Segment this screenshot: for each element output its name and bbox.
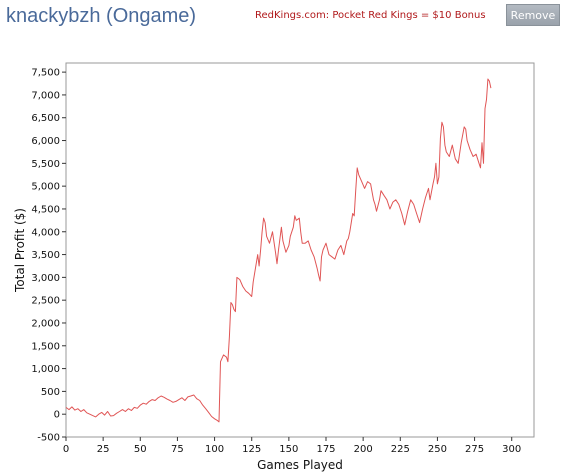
y-tick-label: 3,000	[31, 273, 60, 284]
x-tick-label: 0	[63, 444, 69, 455]
y-tick-label: 0	[54, 410, 60, 421]
x-tick-label: 200	[354, 444, 373, 455]
y-tick-label: 5,500	[31, 159, 60, 170]
x-tick-label: 100	[205, 444, 224, 455]
y-tick-label: 500	[41, 387, 60, 398]
x-tick-label: 225	[391, 444, 410, 455]
y-tick-label: 5,000	[31, 182, 60, 193]
y-tick-label: 4,000	[31, 227, 60, 238]
x-tick-label: 75	[171, 444, 184, 455]
tick-labels: -50005001,0001,5002,0002,5003,0003,5004,…	[31, 68, 521, 455]
y-tick-label: 1,500	[31, 341, 60, 352]
y-tick-label: -500	[37, 433, 60, 444]
series-layer	[65, 78, 492, 423]
x-tick-label: 50	[134, 444, 147, 455]
y-tick-label: 1,000	[31, 364, 60, 375]
y-tick-label: 3,500	[31, 250, 60, 261]
y-tick-label: 2,500	[31, 296, 60, 307]
y-tick-label: 7,500	[31, 68, 60, 79]
page-title: knackybzh (Ongame)	[6, 5, 197, 27]
x-tick-label: 25	[97, 444, 110, 455]
y-axis-title: Total Profit ($)	[13, 208, 27, 293]
plot-frame	[65, 62, 535, 438]
y-tick-label: 6,000	[31, 136, 60, 147]
remove-button[interactable]: Remove	[506, 4, 560, 26]
promo-link[interactable]: RedKings.com: Pocket Red Kings = $10 Bon…	[255, 10, 486, 21]
x-axis-title: Games Played	[257, 458, 343, 472]
y-tick-label: 6,500	[31, 113, 60, 124]
x-tick-label: 175	[316, 444, 335, 455]
series-line	[65, 78, 492, 423]
x-tick-label: 150	[279, 444, 298, 455]
y-tick-label: 4,500	[31, 204, 60, 215]
x-tick-label: 125	[242, 444, 261, 455]
x-tick-label: 250	[428, 444, 447, 455]
axes	[62, 62, 535, 441]
y-tick-label: 7,000	[31, 90, 60, 101]
y-tick-label: 2,000	[31, 318, 60, 329]
x-tick-label: 300	[502, 444, 521, 455]
x-tick-label: 275	[465, 444, 484, 455]
